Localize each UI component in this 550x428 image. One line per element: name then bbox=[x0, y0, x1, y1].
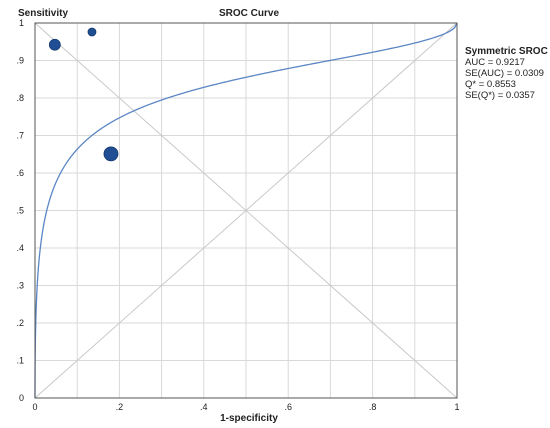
y-tick-label: .1 bbox=[16, 356, 24, 366]
study-point-1 bbox=[48, 38, 61, 51]
y-tick-label: 1 bbox=[19, 18, 24, 28]
y-axis-label: Sensitivity bbox=[18, 8, 68, 19]
y-tick-label: .3 bbox=[16, 281, 24, 291]
sroc-curve-layer bbox=[34, 22, 458, 398]
x-tick-label: .8 bbox=[369, 402, 377, 412]
y-tick-label: .7 bbox=[16, 131, 24, 141]
plot-frame bbox=[34, 22, 458, 399]
y-tick-label: .2 bbox=[16, 318, 24, 328]
legend-auc: AUC = 0.9217 bbox=[465, 57, 525, 68]
x-tick-label: .4 bbox=[200, 402, 208, 412]
x-tick-label: 1 bbox=[454, 402, 459, 412]
study-point-3 bbox=[103, 146, 119, 162]
y-tick-label: .8 bbox=[16, 93, 24, 103]
x-tick-label: .6 bbox=[284, 402, 292, 412]
legend-se-auc: SE(AUC) = 0.0309 bbox=[465, 68, 544, 79]
sroc-curve bbox=[34, 22, 458, 398]
grid bbox=[35, 23, 457, 398]
x-axis-label: 1-specificity bbox=[220, 413, 278, 424]
x-tick-label: 0 bbox=[32, 402, 37, 412]
y-tick-label: .9 bbox=[16, 56, 24, 66]
legend-q-star: Q* = 0.8553 bbox=[465, 79, 516, 90]
y-tick-label: .4 bbox=[16, 243, 24, 253]
legend: Symmetric SROC AUC = 0.9217 SE(AUC) = 0.… bbox=[465, 46, 548, 101]
y-tick-label: .6 bbox=[16, 168, 24, 178]
y-tick-label: 0 bbox=[19, 393, 24, 403]
study-point-2 bbox=[87, 27, 97, 37]
anti-diagonal-line bbox=[34, 22, 458, 399]
legend-se-q-star: SE(Q*) = 0.0357 bbox=[465, 90, 535, 101]
y-tick-label: .5 bbox=[16, 206, 24, 216]
legend-title: Symmetric SROC bbox=[465, 46, 548, 57]
tick-labels: 0 .2 .4 .6 .8 1 0 .1 .2 .3 .4 .5 .6 .7 .8 .9 1 bbox=[16, 18, 459, 412]
x-tick-label: .2 bbox=[116, 402, 124, 412]
chart-title: SROC Curve bbox=[219, 8, 279, 19]
study-points bbox=[48, 27, 119, 162]
reference-lines bbox=[34, 22, 458, 399]
